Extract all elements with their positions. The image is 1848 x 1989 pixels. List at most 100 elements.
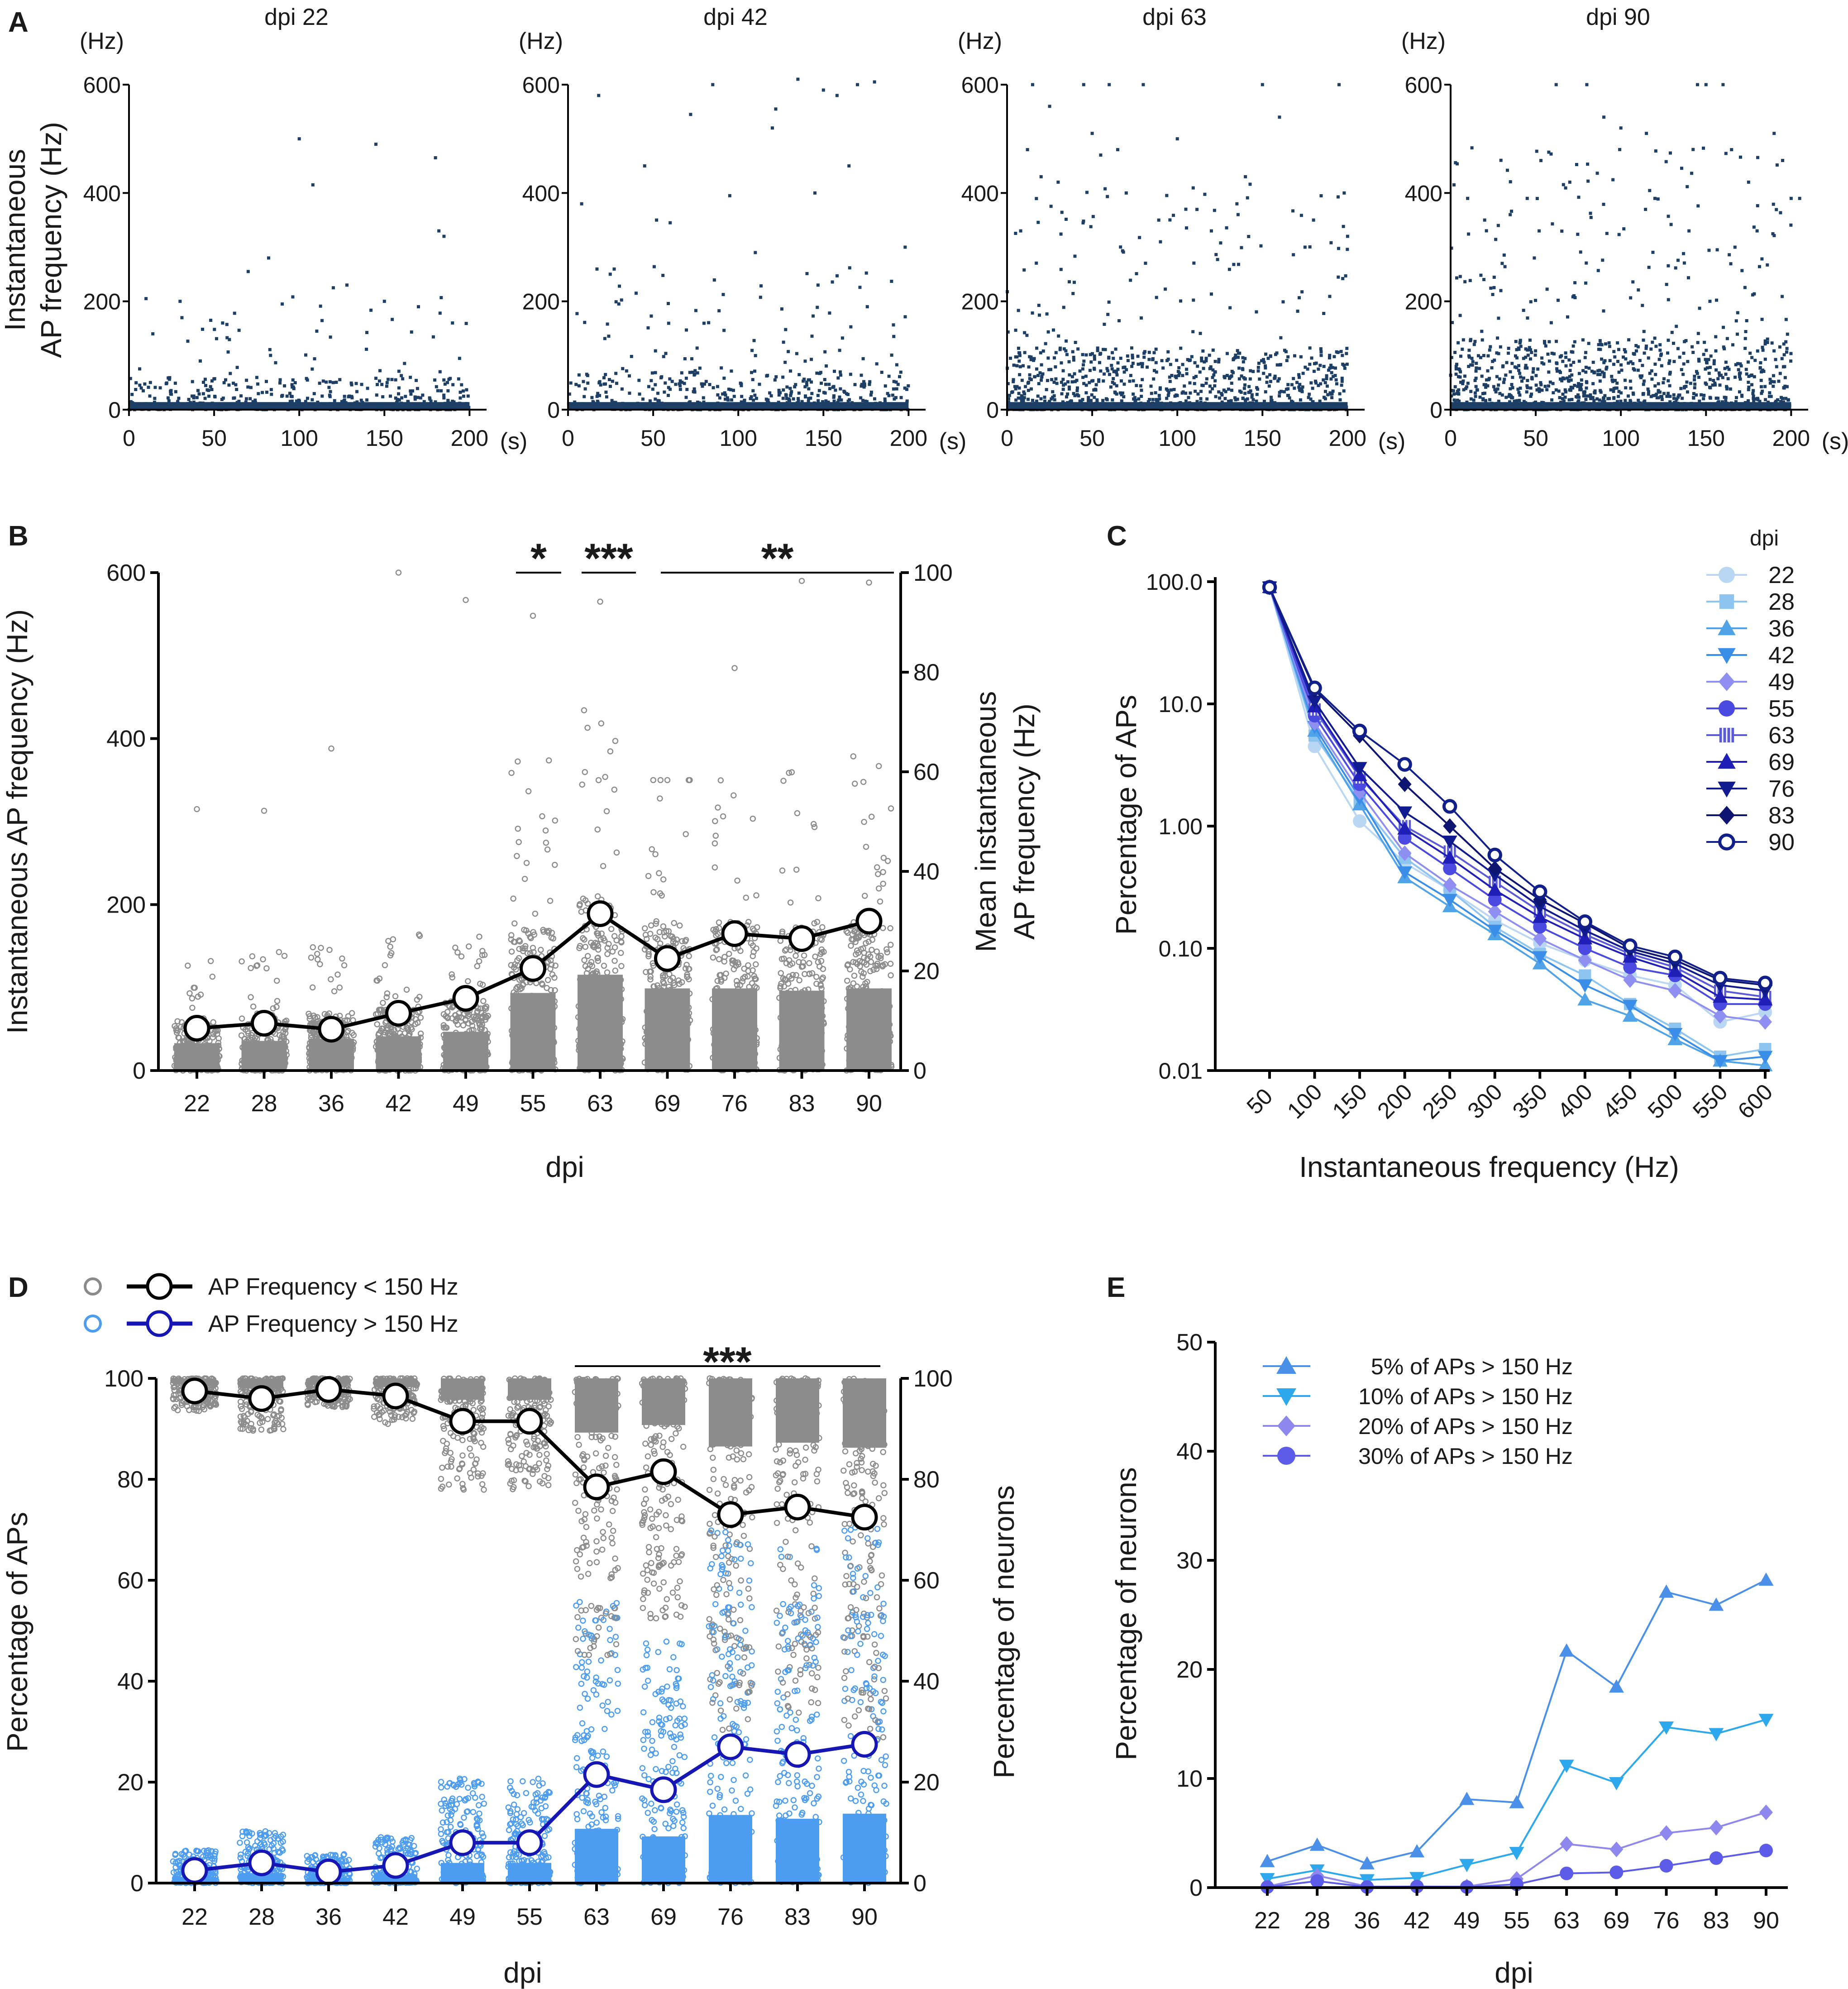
spike-dot <box>785 397 788 400</box>
spike-dot <box>1723 347 1726 350</box>
spike-dot <box>860 382 864 386</box>
spike-dot <box>1660 397 1664 401</box>
spike-dot <box>1461 382 1465 385</box>
spike-dot <box>318 382 321 385</box>
spike-dot <box>1144 262 1147 265</box>
spike-dot <box>1583 356 1587 359</box>
spike-dot <box>1319 347 1323 351</box>
spike-dot <box>1159 240 1162 244</box>
ap-dot <box>376 975 383 982</box>
ap-dot <box>318 945 324 951</box>
spike-dot <box>1713 382 1717 385</box>
spike-dot <box>1689 382 1692 385</box>
spike-dot <box>359 398 363 402</box>
spike-dot <box>568 392 571 396</box>
spike-dot <box>1775 163 1779 167</box>
ap-dot <box>552 962 559 969</box>
spike-dot <box>1614 379 1617 382</box>
spike-dot <box>1085 191 1089 194</box>
spike-dot <box>1462 388 1466 392</box>
spike-dot <box>1503 378 1506 381</box>
high-spike-dot <box>246 270 250 273</box>
spike-dot <box>1573 296 1577 299</box>
spike-dot <box>1059 232 1063 236</box>
spike-dot <box>810 392 814 395</box>
spike-dot <box>1502 381 1505 384</box>
spike-dot <box>1473 339 1477 343</box>
spike-dot <box>1150 392 1153 395</box>
ap-dot <box>282 1030 289 1037</box>
spike-dot <box>831 280 834 284</box>
spike-dot <box>1464 387 1468 390</box>
spike-dot <box>1103 322 1106 326</box>
ap-dot <box>528 1050 535 1057</box>
spike-dot <box>823 350 827 354</box>
spike-dot <box>1702 397 1705 401</box>
panel-a-ylabel-line1: Instantaneous <box>0 149 31 331</box>
spike-dot <box>1304 365 1307 369</box>
spike-dot <box>717 309 721 313</box>
spike-dot <box>886 392 889 395</box>
spike-dot <box>1168 218 1172 222</box>
spike-dot <box>1662 392 1666 395</box>
spike-dot <box>1213 379 1217 382</box>
spike-dot <box>213 377 216 381</box>
spike-dot <box>574 382 578 386</box>
spike-dot <box>1654 149 1657 153</box>
ap-dot <box>465 1042 472 1049</box>
spike-dot <box>1237 366 1241 370</box>
spike-dot <box>1194 389 1197 393</box>
spike-dot <box>1122 395 1126 399</box>
spike-dot <box>807 387 811 391</box>
spike-dot <box>678 382 681 386</box>
ap-dot <box>508 932 515 938</box>
spike-dot <box>1191 330 1195 334</box>
spike-dot <box>754 397 758 400</box>
spike-dot <box>1065 353 1069 356</box>
spike-dot <box>1789 223 1793 227</box>
spike-dot <box>1301 385 1304 389</box>
spike-dot <box>1678 355 1681 359</box>
spike-dot <box>604 382 607 386</box>
spike-dot <box>1039 397 1043 401</box>
spike-dot <box>1469 397 1473 401</box>
x-tick-label: 50 <box>201 426 227 451</box>
high-spike-dot <box>1483 218 1486 222</box>
spike-dot <box>1345 352 1348 355</box>
spike-dot <box>1141 365 1144 368</box>
spike-dot <box>1534 383 1538 387</box>
spike-dot <box>1233 356 1237 359</box>
spike-dot <box>429 399 433 403</box>
spike-dot <box>213 328 216 331</box>
spike-dot <box>1754 397 1757 401</box>
spike-dot <box>1314 381 1318 385</box>
spike-dot <box>1195 208 1199 211</box>
spike-dot <box>898 375 902 378</box>
spike-dot <box>1067 387 1071 391</box>
ap-dot <box>315 1042 322 1049</box>
spike-dot <box>1292 377 1295 380</box>
spike-dot <box>1149 384 1153 388</box>
spike-dot <box>1775 365 1778 368</box>
spike-dot <box>340 400 344 403</box>
high-spike-dot <box>796 77 800 81</box>
spike-dot <box>387 378 390 381</box>
spike-dot <box>684 377 688 380</box>
spike-dot <box>1175 359 1179 362</box>
spike-dot <box>1636 368 1640 372</box>
spike-dot <box>1288 396 1291 400</box>
spike-dot <box>1577 396 1581 399</box>
spike-dot <box>1526 316 1529 320</box>
spike-dot <box>1775 208 1778 211</box>
spike-dot <box>663 390 666 394</box>
spike-dot <box>1017 309 1020 312</box>
spike-dot <box>1627 338 1631 342</box>
spike-dot <box>1745 319 1748 322</box>
spike-dot <box>1044 342 1047 345</box>
spike-dot <box>1743 347 1747 350</box>
ap-dot <box>443 1033 449 1039</box>
spike-dot <box>1113 382 1116 386</box>
spike-dot <box>784 393 788 397</box>
spike-dot <box>331 381 335 384</box>
spike-dot <box>1494 390 1498 394</box>
